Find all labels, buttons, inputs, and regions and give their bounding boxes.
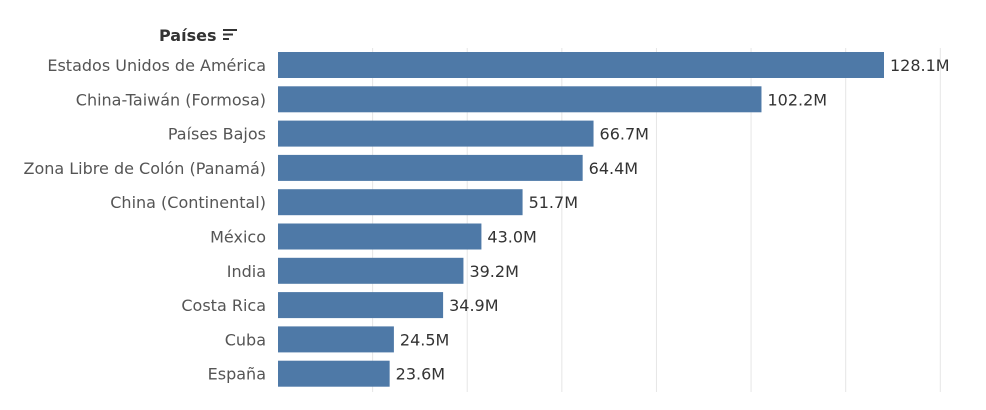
value-label: 128.1M (890, 56, 950, 75)
countries-header-label: Países (159, 26, 217, 45)
bar[interactable] (278, 86, 762, 113)
value-label: 34.9M (449, 296, 498, 315)
countries-header[interactable]: Países (159, 25, 238, 47)
bar[interactable] (278, 189, 523, 216)
category-label: China-Taiwán (Formosa) (76, 90, 266, 109)
value-label: 23.6M (396, 365, 445, 384)
category-label: Cuba (225, 330, 266, 349)
bar[interactable] (278, 326, 394, 353)
bar[interactable] (278, 223, 482, 250)
value-label: 24.5M (400, 330, 449, 349)
sort-descending-icon[interactable] (222, 26, 238, 42)
category-label: Países Bajos (168, 125, 266, 144)
value-label: 43.0M (487, 228, 536, 247)
value-label: 39.2M (469, 262, 518, 281)
value-label: 51.7M (529, 193, 578, 212)
bar[interactable] (278, 52, 884, 78)
bar[interactable] (278, 154, 583, 181)
value-label: 64.4M (589, 159, 638, 178)
category-label: China (Continental) (110, 193, 266, 212)
category-label: India (227, 262, 266, 281)
category-label: Estados Unidos de América (47, 56, 266, 75)
value-label: 102.2M (767, 90, 827, 109)
category-label: Zona Libre de Colón (Panamá) (23, 159, 266, 178)
bar[interactable] (278, 360, 390, 387)
bar[interactable] (278, 292, 444, 319)
category-label: Costa Rica (181, 296, 266, 315)
bar[interactable] (278, 257, 464, 284)
value-label: 66.7M (600, 125, 649, 144)
category-label: México (210, 228, 266, 247)
category-label: España (208, 365, 266, 384)
bar[interactable] (278, 120, 594, 147)
